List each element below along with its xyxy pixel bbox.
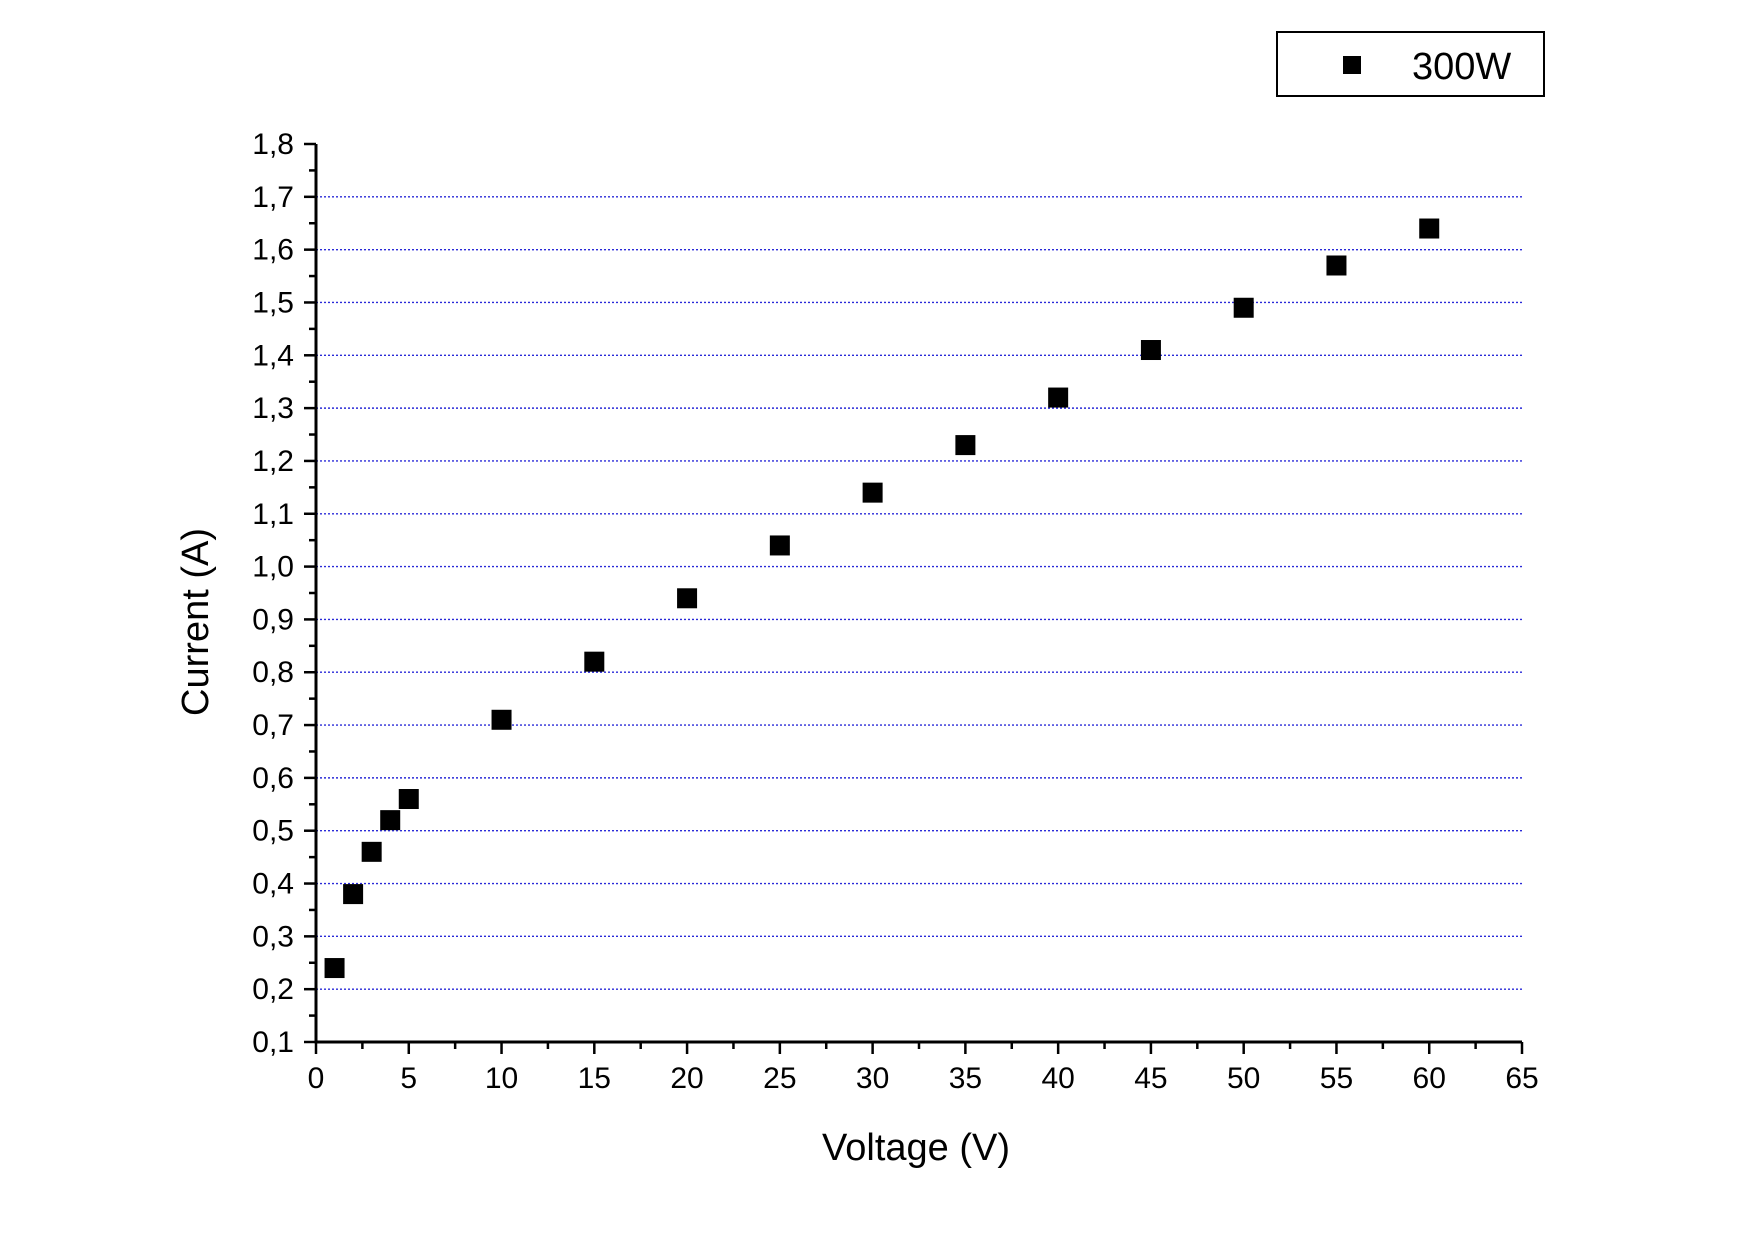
- legend-label: 300W: [1412, 46, 1511, 88]
- data-point: [1326, 255, 1347, 276]
- y-tick-label: 0,3: [252, 920, 294, 953]
- data-point: [677, 588, 698, 609]
- x-tick-label: 50: [1227, 1062, 1260, 1095]
- x-axis-ticks: 0 5 10 15 20 25 30 35 40 45 50 55 60 65: [308, 1042, 1539, 1095]
- y-tick-label: 1,3: [252, 392, 294, 425]
- data-point: [361, 841, 382, 862]
- y-tick-label: 1,4: [252, 339, 294, 372]
- x-tick-label: 20: [670, 1062, 703, 1095]
- y-tick-label: 1,0: [252, 551, 294, 584]
- legend: 300W: [1276, 31, 1545, 97]
- y-tick-label: 0,4: [252, 868, 294, 901]
- data-point: [1233, 297, 1254, 318]
- data-point: [398, 789, 419, 810]
- data-point: [584, 651, 605, 672]
- data-point: [1048, 387, 1069, 408]
- x-tick-label: 40: [1041, 1062, 1074, 1095]
- y-tick-label: 1,2: [252, 445, 294, 478]
- y-tick-label: 1,8: [252, 128, 294, 161]
- y-tick-label: 1,6: [252, 234, 294, 267]
- x-tick-label: 15: [578, 1062, 611, 1095]
- data-point: [1419, 218, 1440, 239]
- x-tick-label: 35: [949, 1062, 982, 1095]
- x-axis-title: Voltage (V): [822, 1127, 1010, 1169]
- y-tick-label: 1,7: [252, 181, 294, 214]
- x-tick-label: 30: [856, 1062, 889, 1095]
- y-tick-label: 0,9: [252, 603, 294, 636]
- y-tick-label: 1,1: [252, 498, 294, 531]
- y-tick-label: 0,2: [252, 973, 294, 1006]
- y-tick-label: 1,5: [252, 286, 294, 319]
- y-tick-label: 0,7: [252, 709, 294, 742]
- x-tick-label: 60: [1413, 1062, 1446, 1095]
- grid: [316, 196, 1522, 990]
- x-tick-label: 65: [1505, 1062, 1538, 1095]
- y-tick-label: 0,8: [252, 656, 294, 689]
- data-point: [380, 810, 401, 831]
- x-tick-label: 10: [485, 1062, 518, 1095]
- x-tick-label: 0: [308, 1062, 325, 1095]
- y-axis-title: Current (A): [175, 528, 217, 716]
- legend-box: [1276, 31, 1545, 97]
- data-point: [955, 435, 976, 456]
- data-point: [862, 482, 883, 503]
- axes: [314, 144, 1522, 1044]
- legend-marker: [1343, 56, 1361, 74]
- y-tick-label: 0,5: [252, 815, 294, 848]
- data-point: [1140, 340, 1161, 361]
- x-tick-label: 45: [1134, 1062, 1167, 1095]
- y-tick-label: 0,6: [252, 762, 294, 795]
- y-tick-label: 0,1: [252, 1026, 294, 1059]
- data-point: [343, 884, 364, 905]
- data-point: [324, 958, 345, 979]
- data-points: [324, 218, 1440, 979]
- x-tick-label: 25: [763, 1062, 796, 1095]
- x-tick-label: 5: [400, 1062, 417, 1095]
- data-point: [491, 709, 512, 730]
- x-tick-label: 55: [1320, 1062, 1353, 1095]
- y-axis-ticks: 0,1 0,2 0,3 0,4 0,5 0,6 0,7 0,8 0,9 1,0 1,1 1,2 1,3 1…: [252, 128, 316, 1059]
- data-point: [769, 535, 790, 556]
